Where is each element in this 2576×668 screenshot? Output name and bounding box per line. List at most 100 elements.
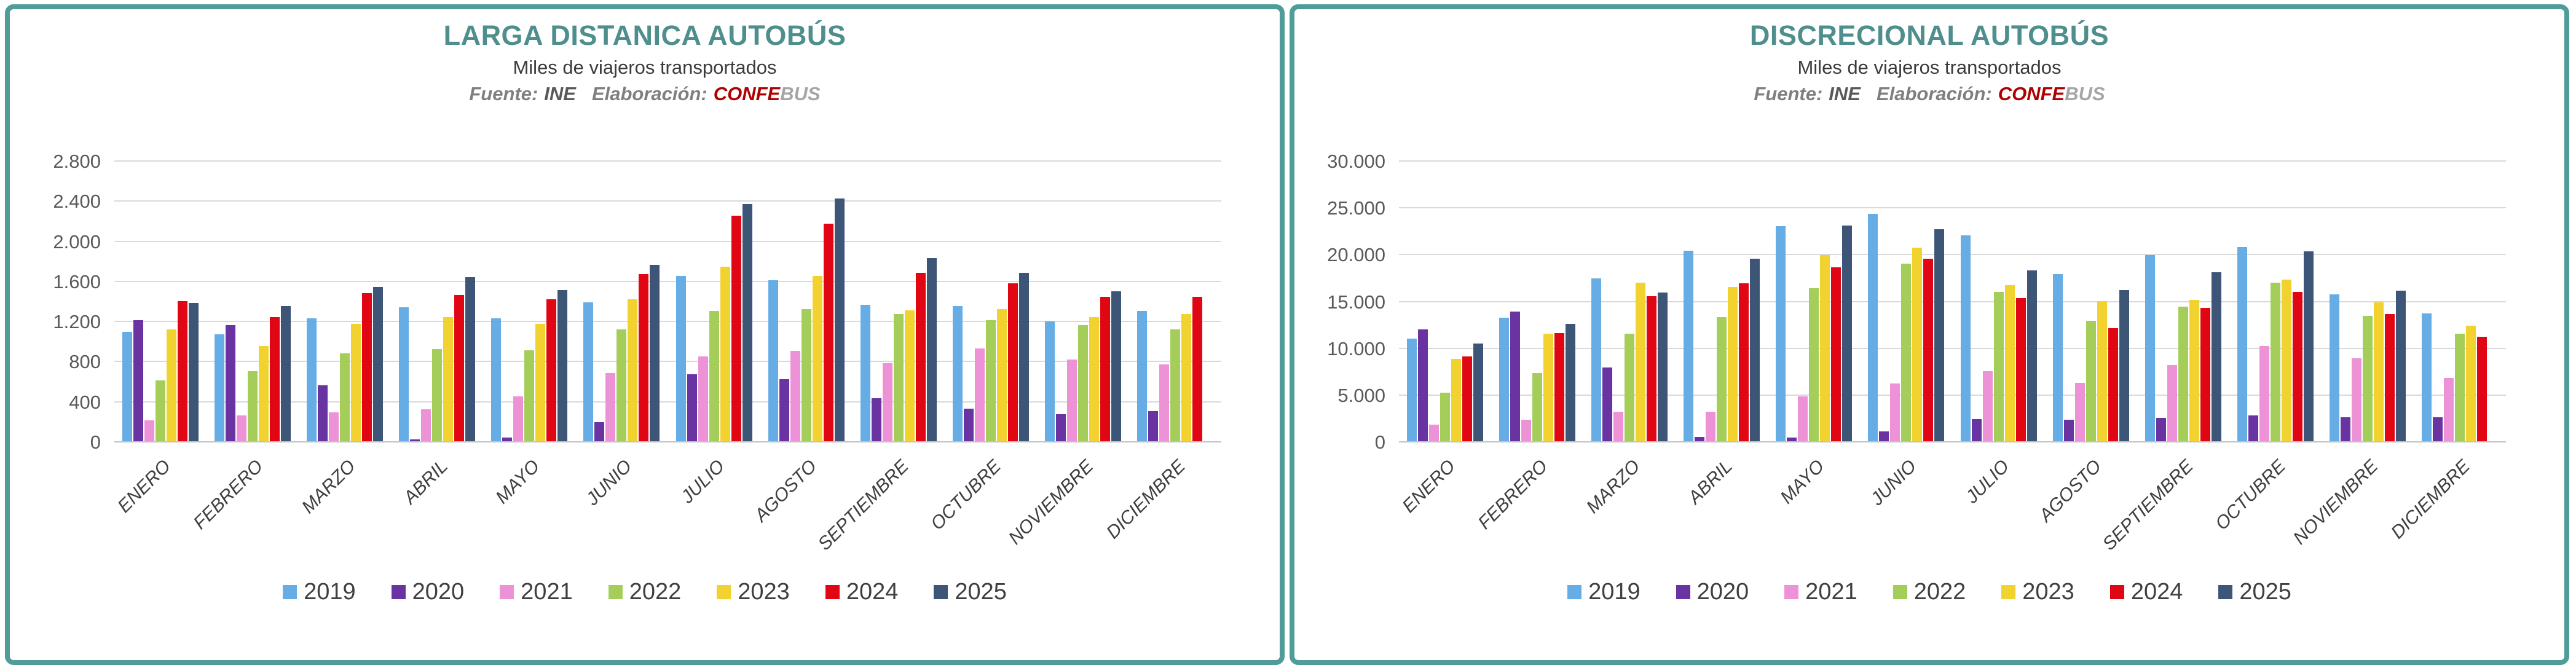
x-axis-labels: ENERO FEBRERO MARZO ABRIL MAYO JUNIO JULIO AGOS… — [114, 450, 1221, 578]
chart-panel-larga-distancia: LARGA DISTANICA AUTOBÚS Miles de viajero… — [5, 4, 1285, 665]
chart-source-line: Fuente: INE Elaboración: CONFEBUS — [10, 82, 1280, 105]
y-tick-label-2.400: 2.400 — [53, 191, 101, 213]
legend-label-2024: 2024 — [2130, 579, 2183, 605]
y-tick-label-5.000: 5.000 — [1337, 384, 1385, 406]
legend-swatch-2022 — [1893, 585, 1907, 599]
bar-2021-febrero — [237, 415, 247, 442]
y-tick-label-2.000: 2.000 — [53, 230, 101, 253]
bar-2024-agosto — [823, 224, 833, 442]
bar-2023-marzo — [351, 324, 361, 442]
bar-2023-abril — [1728, 287, 1738, 442]
source-elaboracion-label: Elaboración: — [591, 83, 707, 104]
legend-swatch-2021 — [500, 585, 514, 599]
bar-2025-agosto — [834, 198, 845, 442]
bar-group-noviembre — [2322, 162, 2414, 442]
bar-2021-julio — [698, 356, 708, 442]
bar-2024-febrero — [1554, 332, 1565, 442]
bar-2021-abril — [421, 409, 431, 442]
gridline-0 — [114, 441, 1221, 442]
x-axis-label-mayo: MAYO — [1776, 456, 1829, 508]
bar-2020-abril — [1695, 436, 1705, 442]
brand-confe: CONFE — [1998, 83, 2065, 104]
x-axis-label-junio: JUNIO — [1867, 456, 1921, 509]
brand-confe: CONFE — [713, 83, 781, 104]
bar-2020-diciembre — [1148, 411, 1158, 442]
bar-2020-octubre — [963, 408, 974, 442]
bar-2019-junio — [1868, 214, 1878, 442]
bar-group-enero — [114, 162, 207, 442]
legend-item-2023: 2023 — [717, 579, 790, 605]
bar-2019-febrero — [215, 334, 225, 442]
bar-2019-noviembre — [2329, 294, 2339, 442]
legend-label-2023: 2023 — [738, 579, 790, 605]
legend: 2019 2020 2021 2022 2023 2024 2025 — [1294, 579, 2564, 605]
bar-2021-febrero — [1521, 420, 1532, 442]
bar-2020-abril — [410, 439, 420, 442]
bar-2025-enero — [189, 303, 199, 442]
bar-2025-julio — [2027, 270, 2037, 442]
bar-2021-agosto — [2074, 382, 2085, 442]
gridline-15.000 — [1399, 301, 2506, 302]
y-tick-label-30.000: 30.000 — [1327, 151, 1385, 172]
gridline-1.600 — [114, 280, 1221, 282]
bar-2021-noviembre — [2351, 358, 2361, 442]
gridline-10.000 — [1399, 347, 2506, 349]
legend-swatch-2020 — [1676, 585, 1690, 599]
bar-2025-marzo — [1658, 293, 1668, 442]
bar-2020-enero — [1418, 329, 1428, 442]
bar-2022-agosto — [2086, 320, 2096, 442]
bar-group-enero — [1399, 162, 1491, 442]
x-axis-label-noviembre: NOVIEMBRE — [2289, 456, 2382, 549]
bar-2023-agosto — [2097, 301, 2107, 442]
bar-2024-marzo — [362, 293, 372, 442]
bar-2020-enero — [133, 320, 144, 442]
legend-item-2020: 2020 — [1676, 579, 1749, 605]
bar-2022-octubre — [985, 320, 996, 442]
legend-item-2021: 2021 — [500, 579, 573, 605]
bar-2025-febrero — [1566, 323, 1576, 442]
bar-2025-septiembre — [2211, 272, 2221, 442]
gridline-2.000 — [114, 240, 1221, 242]
gridline-400 — [114, 401, 1221, 403]
bar-2022-diciembre — [2454, 334, 2465, 442]
bar-2021-diciembre — [2443, 377, 2454, 442]
x-axis-label-julio: JULIO — [1961, 456, 2013, 508]
bar-2021-octubre — [974, 348, 985, 442]
brand-bus: BUS — [780, 83, 821, 104]
gridline-2.800 — [114, 160, 1221, 162]
bar-2023-octubre — [996, 308, 1007, 442]
bar-2019-julio — [1960, 235, 1971, 442]
bar-2024-junio — [1923, 259, 1934, 442]
legend-item-2021: 2021 — [1784, 579, 1857, 605]
x-axis-label-enero: ENERO — [1398, 456, 1460, 517]
legend-swatch-2021 — [1784, 585, 1799, 599]
bar-2020-octubre — [2248, 415, 2258, 442]
bar-2019-marzo — [1591, 278, 1602, 442]
bar-2025-junio — [1934, 229, 1945, 442]
bar-2019-noviembre — [1044, 321, 1055, 442]
bar-2024-marzo — [1647, 296, 1657, 442]
bar-2019-marzo — [307, 318, 317, 442]
bar-2024-octubre — [2292, 291, 2302, 442]
bar-2021-marzo — [1613, 411, 1624, 442]
bar-2023-noviembre — [2373, 302, 2384, 442]
y-tick-label-1.600: 1.600 — [53, 270, 101, 293]
bar-group-julio — [1952, 162, 2044, 442]
legend-swatch-2019 — [283, 585, 297, 599]
bar-2022-septiembre — [893, 314, 904, 442]
gridline-0 — [1399, 441, 2506, 442]
bar-2021-noviembre — [1066, 359, 1077, 442]
bar-2020-junio — [1879, 431, 1889, 442]
bar-2019-octubre — [952, 306, 963, 442]
y-tick-label-25.000: 25.000 — [1327, 197, 1385, 219]
legend-item-2025: 2025 — [2218, 579, 2291, 605]
bar-2019-diciembre — [2421, 313, 2432, 442]
bar-2021-enero — [1429, 425, 1440, 442]
x-axis-label-febrero: FEBRERO — [189, 456, 267, 533]
legend-label-2021: 2021 — [521, 579, 573, 605]
bar-group-octubre — [2229, 162, 2322, 442]
plot-area: 0 5.000 10.000 15.000 20.000 25.000 30.000 — [1327, 151, 2506, 453]
bar-2022-julio — [1993, 291, 2004, 442]
legend-item-2023: 2023 — [2001, 579, 2074, 605]
legend-item-2022: 2022 — [1893, 579, 1966, 605]
